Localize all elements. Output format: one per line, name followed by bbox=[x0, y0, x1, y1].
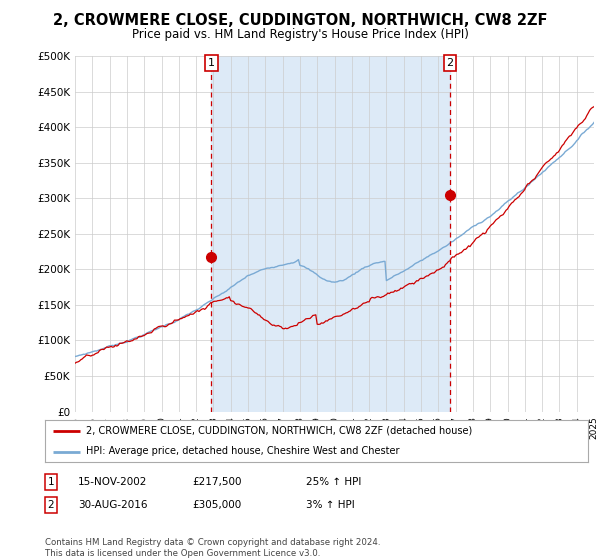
Text: 2, CROWMERE CLOSE, CUDDINGTON, NORTHWICH, CW8 2ZF (detached house): 2, CROWMERE CLOSE, CUDDINGTON, NORTHWICH… bbox=[86, 426, 472, 436]
Text: 1: 1 bbox=[208, 58, 215, 68]
Text: 15-NOV-2002: 15-NOV-2002 bbox=[78, 477, 148, 487]
Text: 2: 2 bbox=[47, 500, 55, 510]
Text: Contains HM Land Registry data © Crown copyright and database right 2024.
This d: Contains HM Land Registry data © Crown c… bbox=[45, 538, 380, 558]
Text: 25% ↑ HPI: 25% ↑ HPI bbox=[306, 477, 361, 487]
Text: HPI: Average price, detached house, Cheshire West and Chester: HPI: Average price, detached house, Ches… bbox=[86, 446, 399, 456]
Text: 3% ↑ HPI: 3% ↑ HPI bbox=[306, 500, 355, 510]
Text: 2, CROWMERE CLOSE, CUDDINGTON, NORTHWICH, CW8 2ZF: 2, CROWMERE CLOSE, CUDDINGTON, NORTHWICH… bbox=[53, 13, 547, 28]
Text: 2: 2 bbox=[446, 58, 454, 68]
Text: 30-AUG-2016: 30-AUG-2016 bbox=[78, 500, 148, 510]
Text: Price paid vs. HM Land Registry's House Price Index (HPI): Price paid vs. HM Land Registry's House … bbox=[131, 28, 469, 41]
Text: 1: 1 bbox=[47, 477, 55, 487]
Text: £217,500: £217,500 bbox=[192, 477, 241, 487]
Bar bbox=[211, 56, 450, 412]
Text: £305,000: £305,000 bbox=[192, 500, 241, 510]
